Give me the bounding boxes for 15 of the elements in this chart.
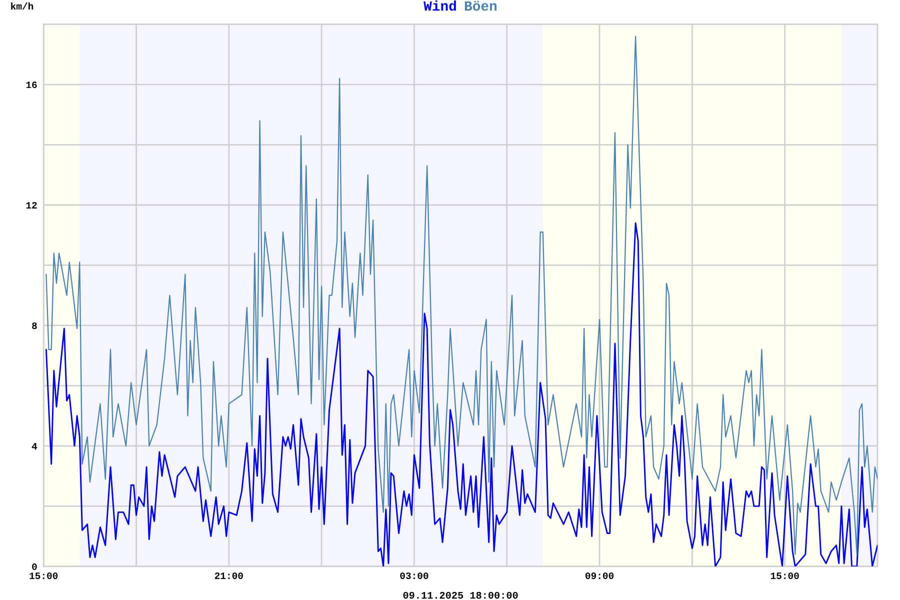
line-series: [46, 36, 878, 555]
x-tick-label: 15:00: [30, 572, 58, 580]
y-tick-label: 16: [26, 82, 37, 88]
text: Wind: [424, 0, 456, 11]
y-tick-label: 4: [32, 443, 38, 450]
x-tick-label: 15:00: [770, 572, 799, 580]
y-tick-label: 12: [26, 202, 37, 209]
y-tick-label: 0: [32, 563, 37, 570]
text: Böen: [464, 0, 497, 11]
x-tick-label: 21:00: [214, 572, 243, 580]
y-tick-label: 8: [32, 322, 37, 330]
x-tick-label: 09:00: [586, 572, 614, 580]
x-axis-title: 09.11.2025 18:00:00: [403, 592, 518, 599]
y-axis-title: km/h: [11, 2, 34, 10]
x-tick-label: 03:00: [400, 572, 428, 580]
